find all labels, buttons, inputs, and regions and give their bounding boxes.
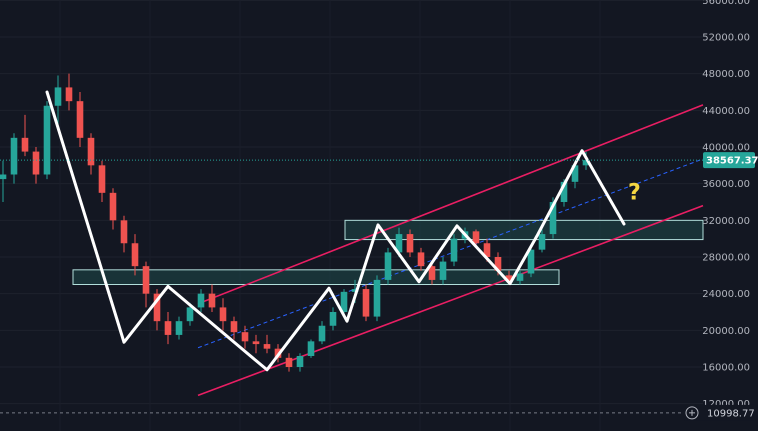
candle-body [505, 275, 513, 281]
candle-body [21, 137, 29, 152]
channel-lower-line [197, 204, 704, 397]
candle-body [560, 181, 568, 202]
candle-body [450, 238, 458, 262]
candle-body [307, 341, 315, 356]
bottom-price-badge: 10998.77 [684, 404, 756, 421]
current-price-badge: 38567.37 [703, 152, 758, 169]
candle-body [252, 341, 260, 345]
y-tick-label: 32000.00 [702, 216, 750, 227]
candle-body [153, 293, 161, 322]
y-tick-label: 24000.00 [702, 289, 750, 300]
candle-body [230, 321, 238, 333]
candlestick-series [0, 73, 590, 372]
candle-body [428, 266, 436, 280]
candle-body [538, 234, 546, 250]
candle-body [175, 321, 183, 335]
current-price-label: 38567.37 [706, 156, 758, 167]
candle-body [296, 356, 304, 367]
candle-body [263, 344, 271, 349]
candle-body [98, 165, 106, 193]
candle-body [340, 291, 348, 312]
plus-circle-icon[interactable] [685, 406, 699, 420]
zone-rect [72, 269, 560, 286]
candle-body [384, 252, 392, 280]
candle-body [395, 234, 403, 253]
candle-body [54, 87, 62, 106]
y-tick-label: 36000.00 [702, 179, 750, 190]
candle-body [571, 165, 579, 182]
candle-body [582, 160, 590, 166]
candle-body [351, 289, 359, 292]
candle-body [197, 293, 205, 308]
candle-body [142, 266, 150, 294]
candle-body [208, 293, 216, 308]
candle-body [186, 307, 194, 322]
candle-body [76, 101, 84, 138]
candle-body [417, 252, 425, 267]
y-tick-label: 48000.00 [702, 69, 750, 80]
y-tick-label: 12000.00 [702, 399, 750, 410]
candle-body [329, 312, 337, 326]
y-tick-label: 44000.00 [702, 106, 750, 117]
channel-upper-line [197, 104, 704, 305]
candle-body [43, 105, 51, 175]
candle-body [87, 137, 95, 166]
candle-body [516, 273, 524, 281]
candle-body [373, 279, 381, 317]
candle-body [32, 151, 40, 175]
candle-body [241, 332, 249, 342]
zone-rect [344, 219, 704, 241]
candle-body [406, 234, 414, 253]
zigzag-line [45, 90, 626, 372]
y-tick-label: 16000.00 [702, 363, 750, 374]
price-channel [197, 104, 704, 397]
y-tick-label: 52000.00 [702, 33, 750, 44]
grid-lines [0, 0, 703, 405]
candle-body [10, 137, 18, 175]
y-tick-label: 56000.00 [702, 0, 750, 7]
candle-body [120, 220, 128, 244]
candle-body [164, 321, 172, 335]
support-resistance-zones [72, 219, 704, 286]
bottom-price-badge-bg [684, 404, 756, 421]
y-tick-label: 28000.00 [702, 253, 750, 264]
y-axis: 12000.00 16000.00 20000.00 24000.00 28000.00… [702, 0, 750, 410]
candle-body [318, 325, 326, 342]
bottom-price-label: 10998.77 [707, 408, 755, 419]
question-annotation: ? [628, 180, 641, 205]
candle-body [219, 307, 227, 322]
candle-body [439, 261, 447, 280]
candle-body [131, 243, 139, 267]
y-tick-label: 20000.00 [702, 326, 750, 337]
y-tick-label: 40000.00 [702, 143, 750, 154]
candle-body [472, 231, 480, 244]
candle-body [549, 202, 557, 235]
candle-body [483, 243, 491, 257]
candle-body [527, 249, 535, 274]
candle-body [285, 357, 293, 367]
candle-body [494, 257, 502, 271]
current-price-badge-bg [703, 152, 755, 169]
channel-mid-line [197, 158, 704, 349]
candle-body [109, 192, 117, 221]
zigzag-pattern [45, 90, 626, 372]
candle-body [65, 87, 73, 102]
candle-body [362, 289, 370, 317]
candle-body [0, 174, 7, 180]
